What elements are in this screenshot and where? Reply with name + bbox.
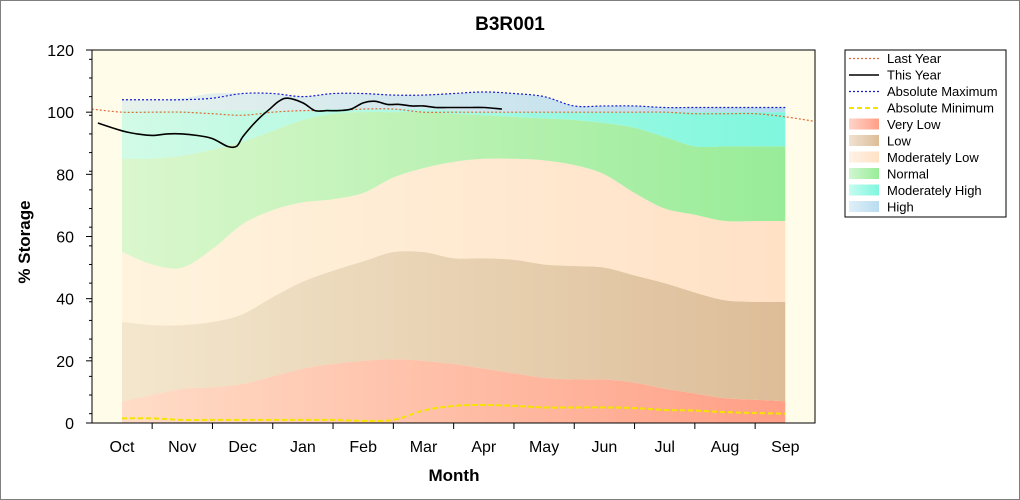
- x-tick-label: Jul: [654, 439, 674, 456]
- legend-label: Normal: [887, 167, 929, 182]
- band-high: [122, 91, 786, 113]
- y-tick-label: 60: [56, 230, 74, 247]
- band-low: [122, 251, 786, 402]
- x-tick-label: Jan: [290, 439, 316, 456]
- x-tick-label: Apr: [471, 439, 497, 456]
- y-tick-label: 40: [56, 292, 74, 309]
- legend-label: Very Low: [887, 117, 941, 132]
- y-tick-label: 0: [65, 416, 74, 433]
- legend-label: Last Year: [887, 51, 942, 66]
- legend-swatch-moderately-high: [849, 184, 879, 196]
- legend-label: Moderately Low: [887, 150, 979, 165]
- y-tick-label: 20: [56, 354, 74, 371]
- x-tick-label: Dec: [228, 439, 256, 456]
- y-tick-label: 100: [47, 105, 74, 122]
- legend-label: Absolute Minimum: [887, 101, 994, 116]
- x-tick-label: Feb: [349, 439, 377, 456]
- x-tick-label: Sep: [771, 439, 800, 456]
- legend-swatch-very-low: [849, 118, 879, 130]
- x-tick-label: Mar: [410, 439, 438, 456]
- x-tick-label: Nov: [168, 439, 196, 456]
- x-tick-label: Oct: [110, 439, 135, 456]
- chart-title: B3R001: [475, 14, 545, 35]
- band-normal: [122, 112, 786, 269]
- x-axis-title: Month: [429, 466, 480, 485]
- band-moderately-high: [122, 108, 786, 160]
- y-tick-label: 120: [47, 43, 74, 60]
- legend-label: Absolute Maximum: [887, 84, 998, 99]
- x-tick-label: Jun: [592, 439, 618, 456]
- legend-swatch-normal: [849, 168, 879, 179]
- series-absolute-minimum: [121, 403, 786, 422]
- legend-swatch-low: [849, 135, 879, 146]
- legend-label: Low: [887, 134, 911, 149]
- legend-label: Moderately High: [887, 183, 982, 198]
- x-tick-label: May: [529, 439, 559, 456]
- legend-label: This Year: [887, 68, 942, 83]
- series-absolute-maximum: [122, 91, 786, 109]
- band-moderately-low: [122, 158, 786, 326]
- legend-swatch-high: [849, 201, 879, 212]
- legend-label: High: [887, 200, 914, 215]
- x-tick-label: Aug: [711, 439, 739, 456]
- y-axis-title: % Storage: [15, 200, 34, 283]
- series-last-year: [91, 108, 816, 123]
- y-tick-label: 80: [56, 167, 74, 184]
- series-this-year: [97, 97, 502, 149]
- legend-swatch-moderately-low: [849, 151, 879, 163]
